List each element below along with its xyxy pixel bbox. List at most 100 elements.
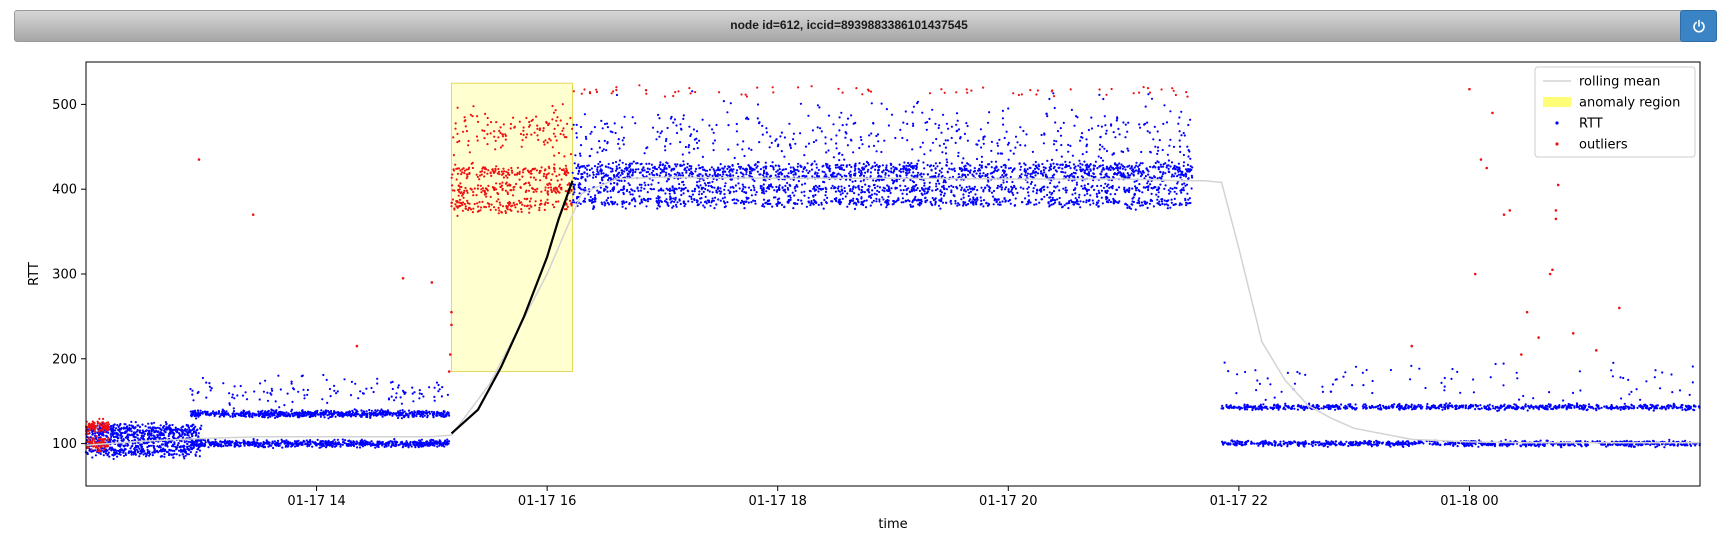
rtt-point <box>962 203 965 206</box>
rtt-point <box>1140 172 1143 175</box>
rtt-point <box>904 199 907 202</box>
rtt-point <box>877 171 880 175</box>
rtt-point <box>665 171 668 174</box>
rtt-point <box>395 396 398 399</box>
rtt-point <box>234 413 237 416</box>
rtt-point <box>901 192 904 195</box>
rtt-point <box>134 436 137 439</box>
rtt-point <box>600 172 603 175</box>
rtt-point <box>1133 180 1136 183</box>
rtt-point <box>1087 188 1090 191</box>
rtt-point <box>317 413 320 416</box>
rtt-point <box>401 411 404 414</box>
rtt-point <box>400 402 403 405</box>
rtt-point <box>870 167 873 170</box>
rtt-point <box>124 453 128 456</box>
rtt-point <box>620 179 623 182</box>
rtt-point <box>803 190 806 193</box>
rtt-point <box>923 167 926 170</box>
rtt-point <box>869 204 872 207</box>
rtt-point <box>357 397 360 400</box>
rtt-point <box>337 411 340 414</box>
rtt-point <box>985 201 988 204</box>
rtt-point <box>1004 199 1007 202</box>
rtt-point <box>747 197 750 200</box>
rtt-point <box>1060 170 1063 173</box>
rtt-point <box>195 431 198 434</box>
rtt-point <box>231 414 234 417</box>
rtt-point <box>876 169 880 172</box>
rtt-point <box>986 184 989 187</box>
rtt-point <box>1163 203 1166 206</box>
rtt-point <box>222 382 225 385</box>
rtt-point <box>420 438 423 441</box>
rtt-point <box>862 203 865 207</box>
rtt-point <box>683 205 686 208</box>
rtt-point <box>843 174 846 177</box>
rtt-point <box>723 165 727 168</box>
rtt-point <box>665 187 668 190</box>
rtt-point <box>910 188 913 191</box>
rtt-point <box>421 445 424 448</box>
rtt-point <box>945 188 949 191</box>
rtt-point <box>1013 184 1016 187</box>
rtt-point <box>949 200 952 203</box>
rtt-point <box>712 199 716 202</box>
rtt-point <box>584 166 587 169</box>
rtt-point <box>266 441 270 444</box>
rtt-point <box>1011 191 1014 194</box>
rtt-point <box>1085 166 1088 169</box>
rtt-point <box>1108 166 1111 169</box>
rtt-point <box>867 195 871 198</box>
rtt-point <box>429 439 432 442</box>
rtt-point <box>615 167 618 170</box>
rtt-point <box>1064 189 1067 192</box>
rtt-point <box>102 431 105 434</box>
rtt-point <box>197 414 200 417</box>
rtt-point <box>628 166 631 169</box>
rtt-point <box>794 202 797 206</box>
rtt-point <box>159 424 162 427</box>
rtt-point <box>190 448 194 451</box>
rtt-point <box>359 440 362 443</box>
rtt-point <box>312 441 315 444</box>
rtt-point <box>708 190 711 193</box>
rtt-point <box>895 167 898 170</box>
rtt-point <box>172 428 175 431</box>
rtt-point <box>778 165 781 168</box>
rtt-point <box>616 183 619 186</box>
rtt-point <box>350 380 353 383</box>
rtt-point <box>112 454 115 457</box>
rtt-point <box>613 175 616 178</box>
rtt-point <box>605 173 608 176</box>
rtt-point <box>1149 199 1152 202</box>
rtt-point <box>1026 187 1029 190</box>
rtt-point <box>1177 162 1180 165</box>
rtt-point <box>934 162 938 165</box>
rtt-point <box>133 431 136 434</box>
rtt-point <box>116 424 119 427</box>
rtt-point <box>189 431 192 434</box>
rtt-point <box>241 394 245 397</box>
rtt-point <box>254 414 257 417</box>
rtt-point <box>888 189 891 192</box>
rtt-point <box>689 172 692 175</box>
rtt-point <box>838 165 841 169</box>
rtt-point <box>891 179 894 182</box>
rtt-point <box>586 175 589 178</box>
rtt-point <box>277 444 280 447</box>
rtt-point <box>1173 197 1176 200</box>
rtt-point <box>136 433 139 436</box>
rtt-point <box>123 454 126 457</box>
rtt-point <box>907 161 910 165</box>
power-button[interactable] <box>1680 10 1717 42</box>
rtt-point <box>1120 163 1123 166</box>
rtt-point <box>156 433 159 437</box>
rtt-point <box>872 179 875 182</box>
rtt-point <box>154 427 157 430</box>
rtt-point <box>938 161 941 165</box>
rtt-point <box>958 203 961 206</box>
rtt-point <box>119 445 122 448</box>
rtt-point <box>942 184 945 187</box>
rtt-point <box>1065 163 1068 166</box>
